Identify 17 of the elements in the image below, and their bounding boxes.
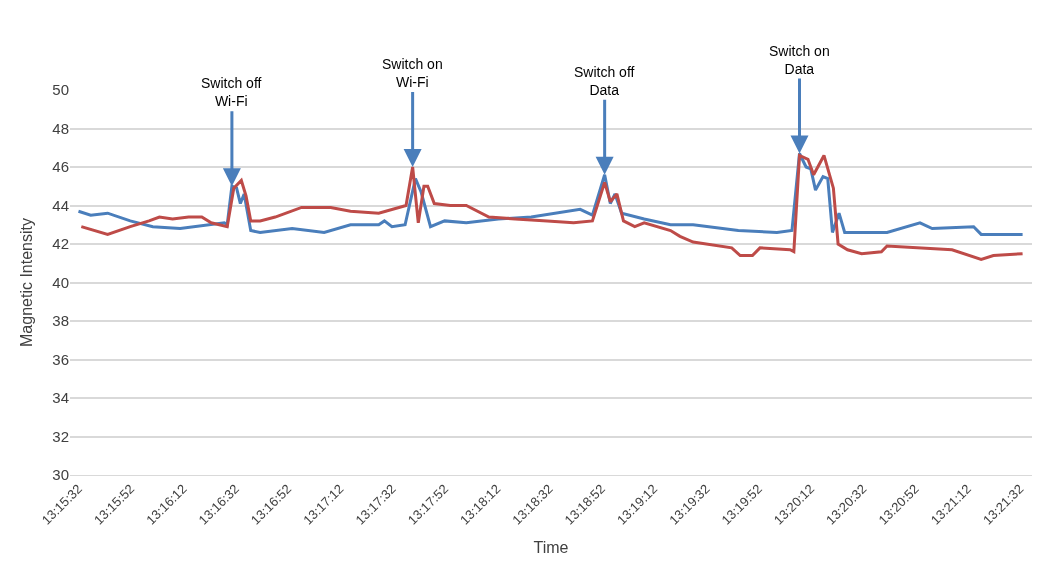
y-tick-label: 46 [52,158,69,176]
y-tick-label: 36 [52,350,69,368]
y-tick-label: 30 [52,466,69,484]
y-tick-label: 34 [52,389,69,407]
y-tick-label: 50 [52,81,69,99]
y-tick-label: 42 [52,235,69,253]
x-axis-title: Time [533,539,569,557]
y-tick-label: 38 [52,312,69,330]
annotation: Switch on Data [769,43,830,78]
annotation: Switch off Wi-Fi [201,75,262,110]
y-tick-label: 40 [52,273,69,291]
annotation: Switch off Data [574,64,635,99]
y-tick-label: 44 [52,196,69,214]
annotation: Switch on Wi-Fi [382,56,443,91]
y-axis-title: Magnetic Intensity [18,218,36,347]
y-tick-label: 48 [52,119,69,137]
y-tick-label: 32 [52,427,69,445]
